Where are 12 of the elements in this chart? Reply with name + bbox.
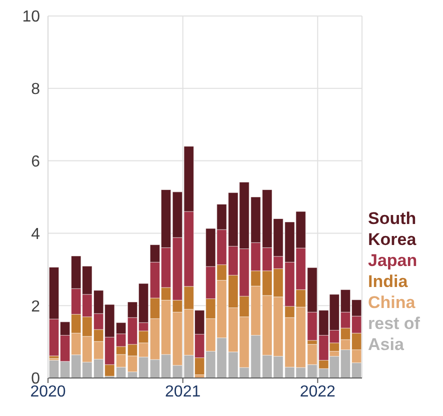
y-tick-label: 6 [31, 153, 40, 170]
series-label: rest of Asia [368, 313, 421, 355]
y-tick-label: 10 [22, 8, 40, 26]
y-tick-label: 8 [31, 81, 40, 98]
y-tick-label: 2 [31, 298, 40, 316]
text: South Korea [368, 208, 418, 250]
y-tick-label: 4 [31, 226, 40, 243]
text: India [368, 271, 409, 292]
x-tick-label: 2021 [165, 383, 201, 400]
x-tick-label: 2022 [300, 383, 336, 400]
text: Japan [368, 250, 418, 271]
series-label: China [368, 292, 416, 313]
